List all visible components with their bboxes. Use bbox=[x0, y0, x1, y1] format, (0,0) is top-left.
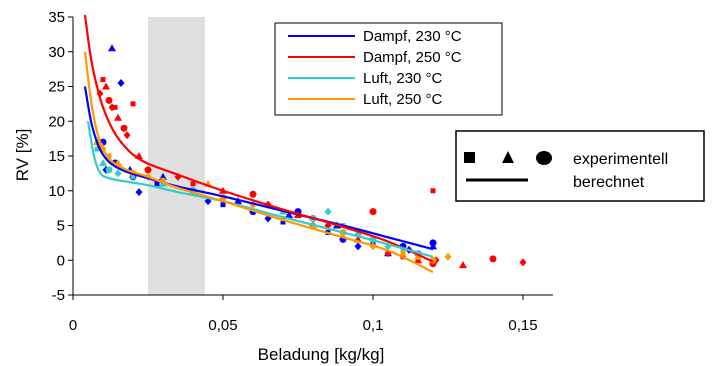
legend-entry-label: Dampf, 230 °C bbox=[363, 28, 462, 45]
y-ticks: -5 0 5 10 15 20 25 30 35 bbox=[48, 9, 73, 304]
x-tick-label: 0,05 bbox=[208, 317, 237, 334]
legend-entry-label: Luft, 230 °C bbox=[363, 70, 443, 87]
data-point bbox=[130, 101, 136, 107]
y-tick-label: 20 bbox=[48, 113, 65, 130]
y-tick-label: 0 bbox=[57, 252, 65, 269]
data-point bbox=[108, 44, 116, 52]
series-curve bbox=[83, 14, 434, 263]
data-point bbox=[220, 202, 226, 208]
x-ticks: 0 0,05 0,1 0,15 bbox=[69, 295, 538, 334]
legend: Dampf, 230 °C Dampf, 250 °C Luft, 230 °C Lu… bbox=[274, 22, 503, 116]
data-point bbox=[154, 181, 160, 187]
data-point bbox=[489, 255, 497, 263]
data-point bbox=[519, 258, 527, 267]
data-point bbox=[102, 82, 110, 90]
triangle-marker-icon bbox=[502, 151, 514, 163]
y-tick-label: 25 bbox=[48, 79, 65, 96]
data-point bbox=[114, 113, 122, 121]
y-axis-label: RV [%] bbox=[13, 129, 32, 182]
legend-entry-label: Dampf, 250 °C bbox=[363, 49, 462, 66]
x-axis-label: Beladung [kg/kg] bbox=[258, 345, 385, 364]
data-point bbox=[400, 247, 406, 253]
data-point bbox=[459, 261, 467, 269]
data-point bbox=[444, 252, 452, 261]
series-curve bbox=[83, 51, 434, 274]
model-curves bbox=[83, 14, 434, 274]
data-point bbox=[123, 131, 131, 140]
data-point bbox=[112, 104, 118, 110]
data-point bbox=[354, 242, 362, 251]
data-point bbox=[99, 158, 107, 166]
data-point bbox=[135, 188, 143, 197]
x-tick-label: 0,1 bbox=[363, 317, 384, 334]
data-point bbox=[144, 166, 152, 174]
data-point bbox=[249, 190, 257, 198]
series-curve bbox=[86, 121, 434, 258]
data-point bbox=[105, 166, 113, 174]
data-point bbox=[400, 250, 406, 256]
data-point bbox=[160, 177, 166, 183]
y-tick-label: 10 bbox=[48, 183, 65, 200]
x-tick-label: 0,15 bbox=[508, 317, 537, 334]
data-point bbox=[369, 208, 377, 216]
data-point bbox=[114, 169, 122, 178]
data-point bbox=[324, 207, 332, 216]
experimental-label: experimentell bbox=[573, 151, 668, 168]
calculated-label: berechnet bbox=[573, 174, 645, 191]
circle-marker-icon bbox=[536, 151, 552, 165]
marker-legend: experimentell berechnet bbox=[455, 130, 705, 202]
data-point bbox=[120, 124, 128, 132]
data-point bbox=[285, 211, 293, 219]
y-tick-label: 30 bbox=[48, 44, 65, 61]
y-tick-label: 5 bbox=[57, 218, 65, 235]
data-point bbox=[117, 79, 125, 88]
data-point bbox=[414, 252, 422, 260]
data-point bbox=[280, 219, 286, 225]
series-curve bbox=[83, 86, 434, 251]
legend-entry-label: Luft, 250 °C bbox=[363, 91, 443, 108]
data-point bbox=[280, 216, 286, 222]
data-point bbox=[106, 153, 112, 159]
data-point bbox=[94, 146, 100, 152]
shaded-region bbox=[148, 17, 205, 295]
y-tick-label: 15 bbox=[48, 148, 65, 165]
marker-legend-box bbox=[455, 130, 705, 202]
data-point bbox=[430, 188, 436, 194]
shaded-band bbox=[148, 17, 205, 295]
data-point bbox=[100, 77, 106, 83]
y-tick-label: -5 bbox=[52, 287, 65, 304]
y-tick-label: 35 bbox=[48, 9, 65, 26]
x-tick-label: 0 bbox=[69, 317, 77, 334]
data-point bbox=[105, 96, 113, 104]
square-marker-icon bbox=[464, 152, 475, 163]
data-point bbox=[190, 181, 196, 187]
data-point bbox=[429, 239, 437, 247]
